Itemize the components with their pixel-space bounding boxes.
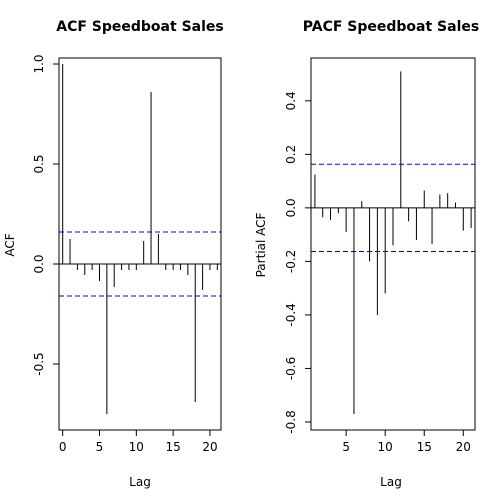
acf-xlabel: Lag bbox=[129, 475, 151, 489]
pacf-panel: PACF Speedboat Sales Lag Partial ACF 5 10… bbox=[254, 19, 479, 489]
pacf-ytick-label-2: -0.4 bbox=[284, 303, 298, 326]
acf-plot-area: 0 5 10 15 20 -0.5 0.0 0.5 1.0 bbox=[32, 54, 221, 454]
acf-ytick-label-2: 0.5 bbox=[32, 154, 46, 173]
pacf-plot-frame bbox=[310, 57, 476, 431]
pacf-xtick-label-20: 20 bbox=[456, 440, 471, 454]
acf-ytick-label-0: -0.5 bbox=[32, 352, 46, 375]
acf-xtick-label-20: 20 bbox=[202, 440, 217, 454]
pacf-xtick-label-15: 15 bbox=[417, 440, 432, 454]
pacf-ytick-label-6: 0.4 bbox=[284, 91, 298, 110]
acf-plot-frame bbox=[58, 57, 222, 431]
pacf-title: PACF Speedboat Sales bbox=[303, 19, 479, 35]
pacf-ylabel: Partial ACF bbox=[254, 213, 268, 278]
acf-title: ACF Speedboat Sales bbox=[56, 19, 223, 35]
acf-xtick-label-10: 10 bbox=[129, 440, 144, 454]
pacf-ytick-label-3: -0.2 bbox=[284, 250, 298, 273]
pacf-ytick-label-4: 0.0 bbox=[284, 198, 298, 217]
pacf-plot-area: 5 10 15 20 -0.8 -0.6 -0.4 -0.2 0.0 0.2 0.4 bbox=[284, 71, 475, 454]
acf-ylabel: ACF bbox=[3, 233, 17, 256]
acf-panel: ACF Speedboat Sales Lag ACF 0 5 10 15 20 -0.5… bbox=[3, 19, 224, 489]
pacf-ytick-label-5: 0.2 bbox=[284, 145, 298, 164]
pacf-ytick-label-1: -0.6 bbox=[284, 357, 298, 380]
acf-ytick-label-3: 1.0 bbox=[32, 54, 46, 73]
acf-xtick-label-15: 15 bbox=[165, 440, 180, 454]
pacf-ytick-label-0: -0.8 bbox=[284, 410, 298, 433]
pacf-xlabel: Lag bbox=[380, 475, 402, 489]
acf-xtick-label-0: 0 bbox=[59, 440, 67, 454]
acf-ytick-label-1: 0.0 bbox=[32, 254, 46, 273]
pacf-xtick-label-5: 5 bbox=[342, 440, 350, 454]
pacf-xtick-label-10: 10 bbox=[378, 440, 393, 454]
acf-xtick-label-5: 5 bbox=[96, 440, 104, 454]
